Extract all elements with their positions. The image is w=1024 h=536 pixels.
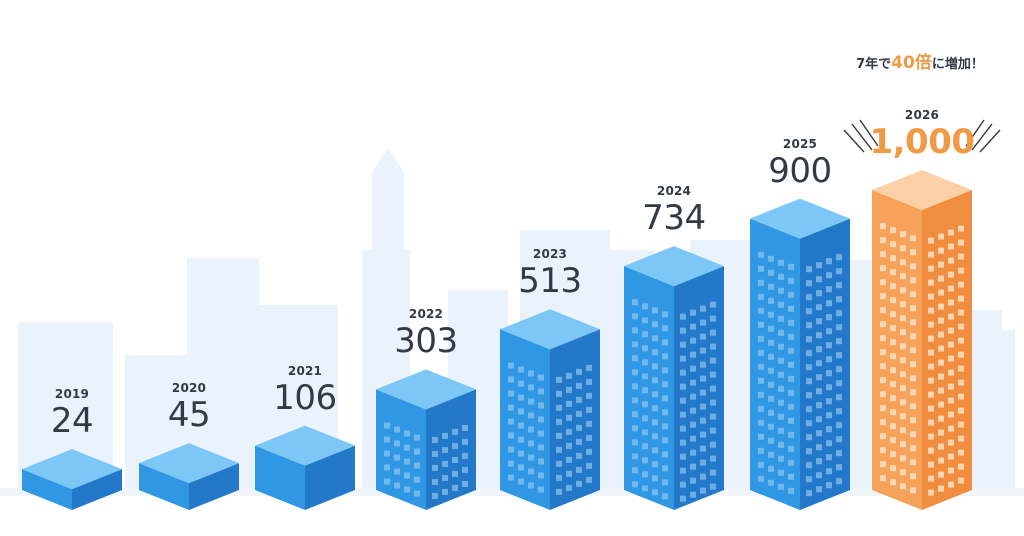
year-label-2023: 2023 [532, 247, 568, 262]
highlight-ray [965, 119, 985, 147]
value-label-2019: 24 [50, 401, 94, 442]
bar-windows [880, 223, 964, 496]
bar-side-face [305, 445, 355, 510]
bar-front-face [22, 469, 72, 510]
bar-2025 [750, 198, 850, 510]
bar-side-face [189, 463, 239, 510]
growth-annotation: 7年で40倍に増加！ [856, 48, 984, 73]
bar-top-face [139, 443, 239, 484]
bar-2020 [139, 443, 239, 510]
bar-top-face [376, 369, 476, 410]
bar-side-face [426, 389, 476, 510]
background-building [372, 172, 404, 252]
bar-windows [632, 299, 716, 502]
highlight-ray [859, 119, 879, 147]
value-label-2022: 303 [394, 321, 458, 362]
bar-top-face [500, 309, 600, 350]
bar-top-face [255, 425, 355, 466]
highlight-ray [851, 123, 873, 151]
annotation-suffix: に増加！ [931, 57, 984, 72]
year-label-2021: 2021 [287, 363, 323, 378]
bar-front-face [255, 445, 305, 510]
bar-top-face [22, 449, 122, 490]
bar-windows [508, 362, 592, 495]
annotation-prefix: 7年で [856, 57, 892, 72]
value-label-2025: 900 [768, 150, 832, 191]
bar-top-face [624, 246, 724, 287]
value-label-2024: 734 [642, 198, 706, 239]
highlight-ray [979, 129, 1001, 153]
year-label-2026: 2026 [904, 108, 940, 122]
bar-windows [384, 422, 468, 499]
bar-2022 [376, 369, 476, 510]
bar-side-face [674, 266, 724, 510]
year-label-2024: 2024 [656, 184, 692, 199]
highlight-ray [971, 123, 993, 151]
bar-top-face [872, 170, 972, 210]
bar-side-face [72, 469, 122, 510]
bar-2023 [500, 309, 600, 510]
bar-front-face [139, 463, 189, 510]
bar-series [22, 170, 972, 510]
highlight-ray [843, 129, 865, 153]
year-label-2025: 2025 [782, 136, 818, 151]
value-label-2026: 1,000 [869, 122, 975, 162]
year-label-2019: 2019 [54, 387, 90, 402]
year-label-2020: 2020 [171, 381, 207, 396]
annotation-number: 40倍 [891, 53, 932, 73]
value-label-2023: 513 [518, 261, 582, 302]
highlight-rays [843, 119, 1001, 153]
bar-front-face [624, 266, 674, 510]
bar-2021 [255, 425, 355, 510]
bar-windows [758, 251, 842, 497]
value-label-2020: 45 [167, 395, 211, 436]
bar-2026 [872, 170, 972, 510]
bar-2019 [22, 449, 122, 510]
bar-2024 [624, 246, 724, 510]
value-label-2021: 106 [273, 377, 337, 418]
bar-top-face [750, 198, 850, 239]
background-spire [372, 148, 404, 172]
background-building [975, 330, 1015, 492]
year-label-2022: 2022 [408, 307, 444, 322]
